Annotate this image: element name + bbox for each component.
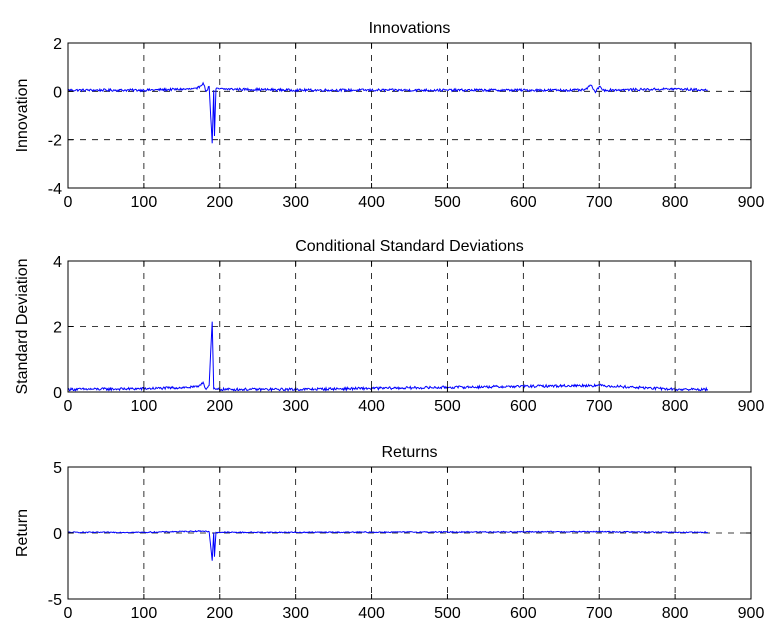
x-tick-label: 900 <box>738 194 765 211</box>
x-tick-label: 900 <box>738 605 765 622</box>
x-tick-label: 100 <box>131 605 158 622</box>
x-tick-label: 400 <box>358 398 385 415</box>
x-tick-label: 300 <box>282 398 309 415</box>
x-tick-label: 700 <box>586 605 613 622</box>
y-tick-label: 0 <box>53 385 62 402</box>
subplot-1: 0 100 200 300 400 500 600 700 800 900 -4 -2 0 2 Innova… <box>14 20 764 211</box>
subplot-2: 0 100 200 300 400 500 600 700 800 900 0 2 4 Condition… <box>14 238 764 415</box>
axes-frame <box>67 42 752 189</box>
y-axis-label: Standard Deviation <box>14 258 31 394</box>
subplot-title: Innovations <box>369 20 451 37</box>
x-tick-label: 800 <box>662 194 689 211</box>
x-tick-label: 400 <box>358 605 385 622</box>
subplot-3: 0 100 200 300 400 500 600 700 800 900-505ReturnsR… <box>14 444 764 622</box>
y-tick-label: 2 <box>53 36 62 53</box>
x-tick-label: 300 <box>282 605 309 622</box>
x-tick-label: 700 <box>586 194 613 211</box>
x-tick-label: 100 <box>131 398 158 415</box>
y-tick-label: -4 <box>48 181 62 198</box>
y-axis-label: Innovation <box>14 79 31 153</box>
x-tick-label: 400 <box>358 194 385 211</box>
y-tick-label: 4 <box>53 254 62 271</box>
x-tick-label: 200 <box>206 398 233 415</box>
y-axis-label: Return <box>14 509 31 557</box>
x-tick-label: 500 <box>434 398 461 415</box>
x-tick-label: 300 <box>282 194 309 211</box>
x-tick-label: 600 <box>510 194 537 211</box>
series-line <box>67 321 709 393</box>
y-tick-label: -2 <box>48 133 62 150</box>
x-tick-label: 0 <box>64 605 73 622</box>
series-line <box>67 81 708 144</box>
x-tick-label: 500 <box>434 194 461 211</box>
x-tick-label: 500 <box>434 605 461 622</box>
y-tick-label: 5 <box>53 460 62 477</box>
x-tick-label: 700 <box>586 398 613 415</box>
y-tick-label: 0 <box>53 526 62 543</box>
y-tick-label: 2 <box>53 320 62 337</box>
y-tick-label: 0 <box>53 84 62 101</box>
x-tick-label: 100 <box>131 194 158 211</box>
x-tick-label: 0 <box>64 194 73 211</box>
x-tick-label: 200 <box>206 194 233 211</box>
x-tick-label: 0 <box>64 398 73 415</box>
series-line <box>67 529 708 561</box>
x-tick-label: 800 <box>662 605 689 622</box>
x-tick-label: 200 <box>206 605 233 622</box>
subplot-title: Returns <box>381 444 437 461</box>
x-tick-label: 600 <box>510 398 537 415</box>
x-tick-label: 900 <box>738 398 765 415</box>
y-tick-label: -5 <box>48 592 62 609</box>
x-tick-label: 800 <box>662 398 689 415</box>
subplot-title: Conditional Standard Deviations <box>295 238 524 255</box>
x-tick-label: 600 <box>510 605 537 622</box>
